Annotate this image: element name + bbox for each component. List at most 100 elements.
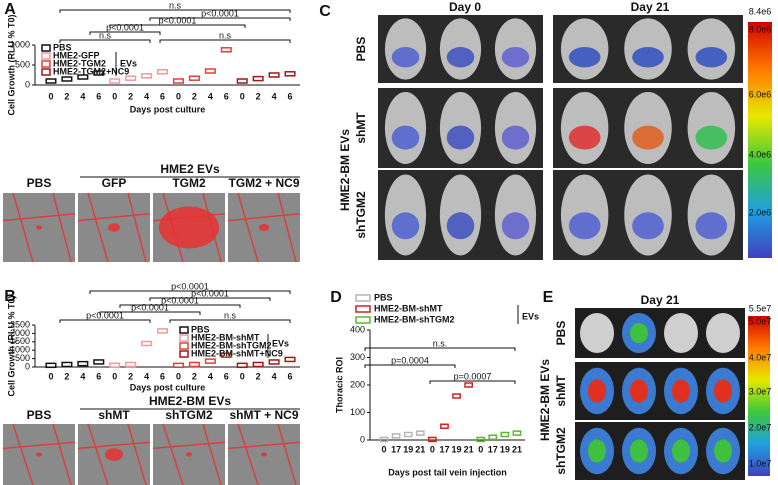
- significance-bracket: [364, 364, 456, 368]
- signal: [568, 46, 601, 68]
- row-label: PBS: [354, 37, 368, 62]
- box: [403, 431, 413, 438]
- cell-cluster: [259, 224, 269, 231]
- box: [45, 362, 57, 369]
- box: [125, 361, 137, 368]
- legend-swatch: [355, 294, 371, 302]
- signal: [391, 125, 420, 150]
- box: [440, 423, 449, 429]
- legend-label: HME2-BM-shMT: [374, 303, 443, 313]
- image-label: GFP: [102, 176, 127, 190]
- imaging-title: Day 21: [641, 293, 680, 307]
- y-tick-label: 500: [15, 353, 30, 363]
- significance-bracket: [99, 311, 201, 315]
- x-tick-label: 19: [403, 444, 413, 454]
- colorbar-label: 5.5e7: [749, 303, 772, 313]
- cell-cluster: [159, 206, 219, 249]
- x-tick-label: 2: [256, 371, 261, 381]
- signal: [446, 46, 475, 68]
- signal: [568, 125, 601, 150]
- significance-label: p<0.0001: [159, 15, 197, 25]
- box: [125, 75, 137, 81]
- x-tick-label: 4: [80, 371, 85, 381]
- x-tick-label: 6: [96, 91, 101, 101]
- box: [141, 73, 153, 79]
- colorbar-label: 1.0e7: [749, 458, 772, 468]
- x-tick-label: 6: [288, 91, 293, 101]
- cell-cluster: [186, 452, 192, 457]
- y-axis-label: Cell Growth (RLU % T0): [6, 14, 16, 115]
- x-tick-label: 0: [48, 371, 53, 381]
- signal: [588, 439, 606, 463]
- significance-bracket: [59, 39, 151, 43]
- x-tick-label: 21: [415, 444, 425, 454]
- cell-cluster: [36, 452, 42, 457]
- signal: [672, 379, 690, 403]
- signal: [501, 46, 530, 68]
- x-tick-label: 0: [430, 444, 435, 454]
- x-tick-label: 4: [80, 91, 85, 101]
- box: [428, 436, 437, 443]
- lung: [706, 313, 740, 353]
- box: [172, 362, 184, 369]
- box: [204, 68, 216, 74]
- signal: [630, 379, 648, 403]
- colorbar-label: 3.0e7: [749, 386, 772, 396]
- significance-label: p<0.0001: [191, 288, 229, 298]
- significance-label: n.s: [169, 0, 182, 10]
- x-tick-label: 2: [128, 371, 133, 381]
- x-tick-label: 0: [240, 91, 245, 101]
- panel-label: C: [319, 3, 331, 20]
- row-label: PBS: [554, 321, 568, 346]
- y-tick-label: 1000: [10, 345, 30, 355]
- panel-label: B: [4, 288, 16, 305]
- legend-swatch: [41, 44, 51, 52]
- y-tick-label: 500: [15, 59, 30, 69]
- image-group-label: HME2-BM EVs: [149, 394, 231, 408]
- box: [61, 76, 73, 82]
- x-tick-label: 17: [488, 444, 498, 454]
- colorbar: [748, 22, 772, 258]
- box: [188, 75, 200, 81]
- legend-swatch: [355, 316, 371, 324]
- signal: [391, 212, 420, 240]
- box: [500, 431, 510, 438]
- signal: [501, 212, 530, 240]
- significance-bracket: [149, 297, 271, 301]
- grid-pattern: [2, 423, 76, 485]
- signal: [695, 125, 728, 150]
- group-label: HME2-BM EVs: [338, 129, 352, 211]
- x-tick-label: 2: [192, 371, 197, 381]
- x-axis-label: Days post culture: [130, 382, 206, 392]
- x-tick-label: 4: [272, 371, 277, 381]
- row-label: shTGM2: [554, 427, 568, 475]
- x-tick-label: 0: [176, 91, 181, 101]
- x-axis-label: Days post tail vein injection: [388, 467, 507, 477]
- significance-label: p<0.0001: [161, 295, 199, 305]
- legend-label: HME2-BM-shTGM2: [191, 340, 272, 350]
- signal: [632, 212, 664, 240]
- colorbar-label: 4.0e6: [749, 149, 772, 159]
- row-label: shMT: [554, 375, 568, 407]
- y-axis-label: Thoracic ROI: [334, 357, 344, 413]
- x-tick-label: 6: [160, 371, 165, 381]
- box: [109, 362, 121, 369]
- box: [141, 340, 153, 347]
- panel-label: D: [330, 289, 342, 306]
- signal: [714, 379, 732, 403]
- box: [284, 71, 296, 77]
- legend-label: PBS: [191, 324, 210, 334]
- box: [61, 361, 73, 368]
- box: [268, 359, 280, 365]
- signal: [632, 46, 664, 68]
- legend-label: HME2-BM-shMT: [191, 332, 260, 342]
- x-tick-label: 2: [256, 91, 261, 101]
- y-tick-label: 400: [350, 324, 365, 334]
- grid-pattern: [77, 192, 151, 263]
- legend-swatch: [179, 350, 189, 358]
- box: [45, 78, 57, 84]
- box: [379, 436, 389, 443]
- legend-label: HME2-BM-shMT+NC9: [191, 348, 283, 358]
- cell-cluster: [105, 448, 123, 461]
